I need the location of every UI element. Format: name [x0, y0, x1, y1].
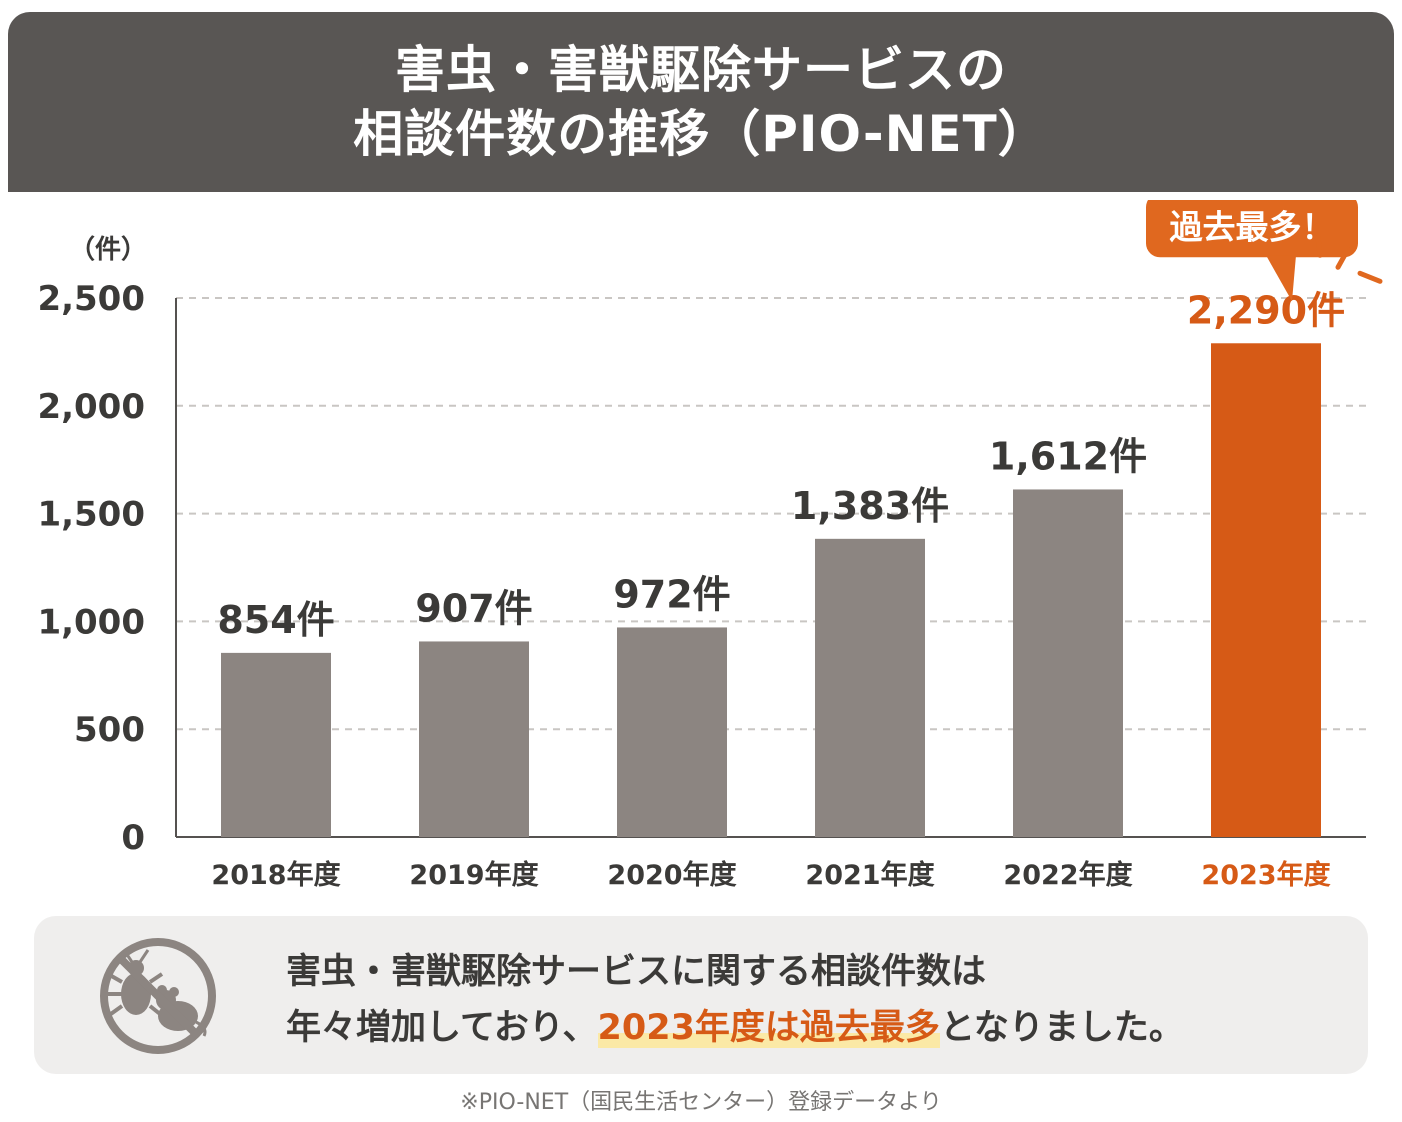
- bar-2020年度: [617, 627, 727, 837]
- bar-2018年度: [221, 652, 331, 837]
- record-callout: 過去最多！: [1146, 200, 1383, 302]
- source-note: ※PIO-NET（国民生活センター）登録データより: [460, 1090, 942, 1115]
- chart-title-line2: 相談件数の推移（PIO-NET）: [353, 105, 1049, 163]
- axes: [175, 298, 1366, 838]
- emphasis-mark: [1315, 234, 1323, 258]
- y-tick-label: 2,000: [37, 387, 145, 427]
- chart-title-banner: 害虫・害獣駆除サービスの 相談件数の推移（PIO-NET）: [8, 12, 1394, 192]
- callout-bubble: [1146, 200, 1358, 258]
- summary-line2-suffix: となりました。: [939, 1008, 1184, 1048]
- callout-pointer: [1266, 255, 1296, 302]
- y-axis-unit-label: （件）: [69, 235, 147, 265]
- summary-text: 害虫・害獣駆除サービスに関する相談件数は 年々増加しており、2023年度は過去最…: [286, 944, 1184, 1056]
- chart-title-line1: 害虫・害獣駆除サービスの: [395, 41, 1007, 99]
- bar-value-label: 972件: [613, 572, 730, 616]
- bar-value-label: 2,290件: [1187, 288, 1345, 332]
- x-tick-label: 2023年度: [1201, 859, 1330, 891]
- x-tick-label: 2020年度: [607, 859, 736, 891]
- bar-2022年度: [1013, 489, 1123, 837]
- bar-chart: （件） 0 500 1,000 1,500 2,000 2,500 854件 2018年度 907…: [37, 200, 1383, 891]
- bar-2021年度: [815, 538, 925, 837]
- bars: [221, 343, 1321, 837]
- gridlines: [176, 297, 1366, 731]
- summary-line2: 年々増加しており、2023年度は過去最多となりました。: [286, 1000, 1184, 1056]
- x-tick-label: 2018年度: [211, 859, 340, 891]
- x-tick-label: 2021年度: [805, 859, 934, 891]
- emphasis-mark: [1357, 270, 1383, 284]
- y-tick-label: 1,000: [37, 602, 145, 642]
- bar-value-label: 1,612件: [989, 434, 1147, 478]
- x-tick-label: 2019年度: [409, 859, 538, 891]
- y-tick-label: 0: [121, 818, 145, 858]
- no-pests-icon: [100, 938, 216, 1054]
- summary-line2-prefix: 年々増加しており、: [286, 1008, 598, 1048]
- emphasis-mark: [1335, 246, 1351, 270]
- bar-value-label: 1,383件: [791, 484, 949, 528]
- bar-2019年度: [419, 641, 529, 837]
- bar-value-label: 854件: [217, 598, 334, 642]
- summary-note: 害虫・害獣駆除サービスに関する相談件数は 年々増加しており、2023年度は過去最…: [34, 916, 1368, 1074]
- labels: （件） 0 500 1,000 1,500 2,000 2,500 854件 2018年度 907…: [37, 235, 1345, 891]
- y-tick-label: 500: [74, 710, 145, 750]
- bar-value-label: 907件: [415, 586, 532, 630]
- bar-2023年度: [1211, 343, 1321, 837]
- y-tick-label: 2,500: [37, 279, 145, 319]
- summary-line1: 害虫・害獣駆除サービスに関する相談件数は: [286, 952, 987, 992]
- x-tick-label: 2022年度: [1003, 859, 1132, 891]
- summary-emphasis: 2023年度は過去最多: [597, 1008, 940, 1048]
- y-tick-label: 1,500: [37, 495, 145, 535]
- callout-text: 過去最多！: [1170, 207, 1335, 246]
